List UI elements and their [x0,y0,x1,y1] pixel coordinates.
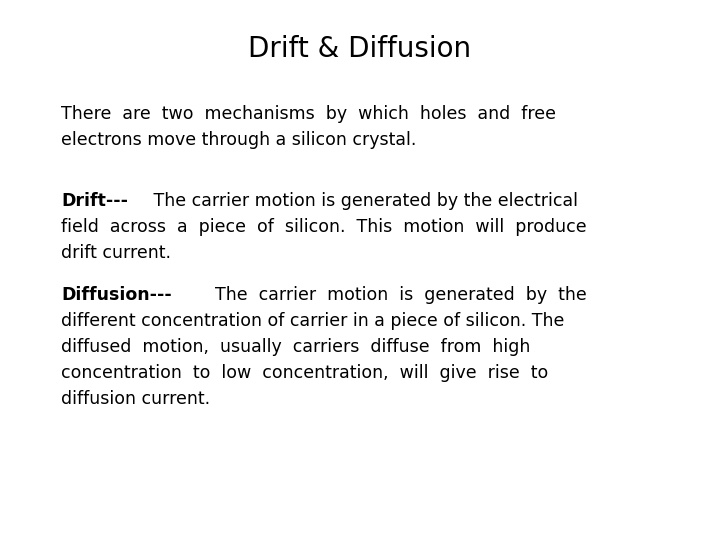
Text: field  across  a  piece  of  silicon.  This  motion  will  produce: field across a piece of silicon. This mo… [61,218,587,235]
Text: diffusion current.: diffusion current. [61,390,210,408]
Text: The carrier motion is generated by the electrical: The carrier motion is generated by the e… [148,192,577,210]
Text: Drift---: Drift--- [61,192,128,210]
Text: Diffusion---: Diffusion--- [61,286,172,304]
Text: different concentration of carrier in a piece of silicon. The: different concentration of carrier in a … [61,312,564,330]
Text: The  carrier  motion  is  generated  by  the: The carrier motion is generated by the [204,286,587,304]
Text: electrons move through a silicon crystal.: electrons move through a silicon crystal… [61,131,417,149]
Text: Drift & Diffusion: Drift & Diffusion [248,35,472,63]
Text: drift current.: drift current. [61,244,171,261]
Text: There  are  two  mechanisms  by  which  holes  and  free: There are two mechanisms by which holes … [61,105,557,123]
Text: diffused  motion,  usually  carriers  diffuse  from  high: diffused motion, usually carriers diffus… [61,338,531,356]
Text: concentration  to  low  concentration,  will  give  rise  to: concentration to low concentration, will… [61,364,549,382]
